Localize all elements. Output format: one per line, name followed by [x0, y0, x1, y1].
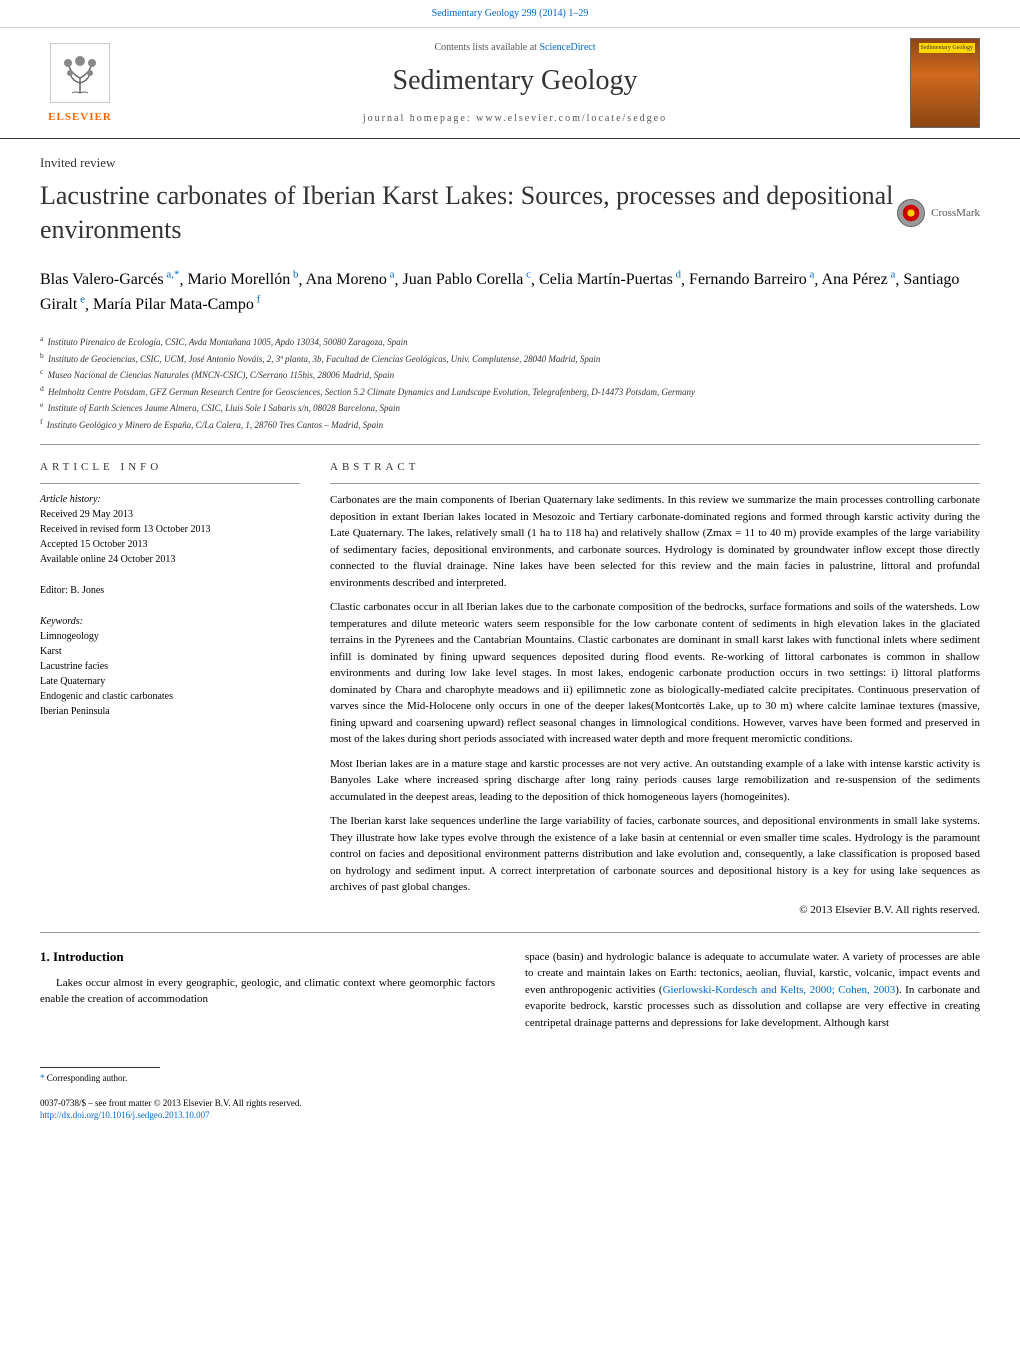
editor-line: Editor: B. Jones	[40, 583, 300, 598]
author-name: Blas Valero-Garcés	[40, 271, 164, 288]
author-affil-sup[interactable]: e	[77, 294, 85, 306]
corr-star-icon: *	[40, 1073, 45, 1083]
corresponding-author-note: * Corresponding author.	[40, 1072, 980, 1085]
intro-right-column: space (basin) and hydrologic balance is …	[525, 949, 980, 1032]
authors-list: Blas Valero-Garcés a,*, Mario Morellón b…	[0, 259, 1020, 326]
keywords-block: Keywords: LimnogeologyKarstLacustrine fa…	[40, 614, 300, 719]
citation-link[interactable]: Gierlowski-Kordesch and Kelts, 2000; Coh…	[663, 984, 896, 996]
author-affil-sup[interactable]: d	[673, 269, 681, 281]
author-affil-sup[interactable]: b	[290, 269, 298, 281]
author-name: Ana Moreno	[306, 271, 387, 288]
author: Ana Pérez a	[822, 271, 896, 288]
accepted-date: Accepted 15 October 2013	[40, 537, 300, 552]
introduction-section: 1. Introduction Lakes occur almost in ev…	[0, 933, 1020, 1048]
crossmark-text: CrossMark	[931, 207, 980, 219]
keyword: Endogenic and clastic carbonates	[40, 689, 300, 704]
elsevier-tree-icon	[50, 43, 110, 103]
journal-cover-thumbnail: Sedimentary Geology	[910, 38, 980, 128]
page-footer: * Corresponding author. 0037-0738/$ – se…	[0, 1047, 1020, 1132]
author-affil-sup[interactable]: c	[523, 269, 531, 281]
abstract-paragraph: Most Iberian lakes are in a mature stage…	[330, 756, 980, 806]
keyword: Lacustrine facies	[40, 659, 300, 674]
footer-divider	[40, 1067, 160, 1068]
divider	[330, 483, 980, 484]
author: Blas Valero-Garcés a,*	[40, 271, 180, 288]
author-affil-sup[interactable]: a	[888, 269, 896, 281]
author-affil-sup[interactable]: f	[254, 294, 260, 306]
journal-homepage[interactable]: journal homepage: www.elsevier.com/locat…	[120, 113, 910, 124]
header-citation: Sedimentary Geology 299 (2014) 1–29	[0, 0, 1020, 28]
received-date: Received 29 May 2013	[40, 507, 300, 522]
author-affil-sup[interactable]: a,*	[164, 269, 180, 281]
affiliation-line: d Helmholtz Centre Potsdam, GFZ German R…	[40, 383, 980, 400]
sciencedirect-line: Contents lists available at ScienceDirec…	[120, 42, 910, 53]
crossmark-icon	[897, 199, 925, 227]
divider	[40, 483, 300, 484]
affiliation-line: c Museo Nacional de Ciencias Naturales (…	[40, 366, 980, 383]
journal-header-center: Contents lists available at ScienceDirec…	[120, 42, 910, 124]
author: Mario Morellón b	[188, 271, 299, 288]
keywords-label: Keywords:	[40, 614, 300, 629]
main-content: ARTICLE INFO Article history: Received 2…	[0, 445, 1020, 932]
keyword: Limnogeology	[40, 629, 300, 644]
affiliation-line: a Instituto Pirenaico de Ecología, CSIC,…	[40, 333, 980, 350]
corr-star-icon[interactable]: *	[174, 269, 180, 281]
intro-heading: 1. Introduction	[40, 949, 495, 965]
article-info-column: ARTICLE INFO Article history: Received 2…	[40, 461, 300, 916]
author-name: Ana Pérez	[822, 271, 888, 288]
available-date: Available online 24 October 2013	[40, 552, 300, 567]
intro-text-right: space (basin) and hydrologic balance is …	[525, 949, 980, 1032]
article-history: Article history: Received 29 May 2013 Re…	[40, 492, 300, 567]
author: Fernando Barreiro a	[689, 271, 814, 288]
abstract-heading: ABSTRACT	[330, 461, 980, 473]
abstract-column: ABSTRACT Carbonates are the main compone…	[330, 461, 980, 916]
keyword: Karst	[40, 644, 300, 659]
journal-title: Sedimentary Geology	[120, 65, 910, 97]
abstract-text: Carbonates are the main components of Ib…	[330, 492, 980, 896]
elsevier-logo[interactable]: ELSEVIER	[40, 43, 120, 123]
keyword: Late Quaternary	[40, 674, 300, 689]
crossmark-badge[interactable]: CrossMark	[897, 199, 980, 227]
author: Ana Moreno a	[306, 271, 395, 288]
copyright-line: © 2013 Elsevier B.V. All rights reserved…	[330, 904, 980, 916]
revised-date: Received in revised form 13 October 2013	[40, 522, 300, 537]
author-name: Juan Pablo Corella	[403, 271, 524, 288]
author-name: María Pilar Mata-Campo	[93, 296, 254, 313]
affiliation-line: b Instituto de Geociencias, CSIC, UCM, J…	[40, 350, 980, 367]
author-name: Mario Morellón	[188, 271, 291, 288]
issn-line: 0037-0738/$ – see front matter © 2013 El…	[40, 1097, 980, 1110]
elsevier-name: ELSEVIER	[40, 111, 120, 123]
author-affil-sup[interactable]: a	[387, 269, 395, 281]
article-title: Lacustrine carbonates of Iberian Karst L…	[0, 175, 1020, 259]
corr-text: Corresponding author.	[47, 1073, 128, 1083]
author: Juan Pablo Corella c	[403, 271, 532, 288]
author: María Pilar Mata-Campo f	[93, 296, 260, 313]
abstract-paragraph: Carbonates are the main components of Ib…	[330, 492, 980, 591]
affiliation-line: e Institute of Earth Sciences Jaume Alme…	[40, 399, 980, 416]
intro-text-left: Lakes occur almost in every geographic, …	[40, 975, 495, 1008]
keyword: Iberian Peninsula	[40, 704, 300, 719]
author-affil-sup[interactable]: a	[807, 269, 815, 281]
author: Celia Martín-Puertas d	[539, 271, 681, 288]
journal-header: ELSEVIER Contents lists available at Sci…	[0, 28, 1020, 139]
history-label: Article history:	[40, 492, 300, 507]
sciencedirect-prefix: Contents lists available at	[434, 42, 539, 53]
journal-cover-label: Sedimentary Geology	[919, 43, 976, 53]
article-type: Invited review	[0, 139, 1020, 175]
affiliations-list: a Instituto Pirenaico de Ecología, CSIC,…	[0, 325, 1020, 444]
abstract-paragraph: The Iberian karst lake sequences underli…	[330, 813, 980, 896]
author-name: Celia Martín-Puertas	[539, 271, 673, 288]
article-info-heading: ARTICLE INFO	[40, 461, 300, 473]
abstract-paragraph: Clastic carbonates occur in all Iberian …	[330, 599, 980, 748]
intro-left-column: 1. Introduction Lakes occur almost in ev…	[40, 949, 495, 1032]
doi-link[interactable]: http://dx.doi.org/10.1016/j.sedgeo.2013.…	[40, 1109, 980, 1122]
author-name: Fernando Barreiro	[689, 271, 807, 288]
affiliation-line: f Instituto Geológico y Minero de España…	[40, 416, 980, 433]
sciencedirect-link[interactable]: ScienceDirect	[539, 42, 595, 53]
